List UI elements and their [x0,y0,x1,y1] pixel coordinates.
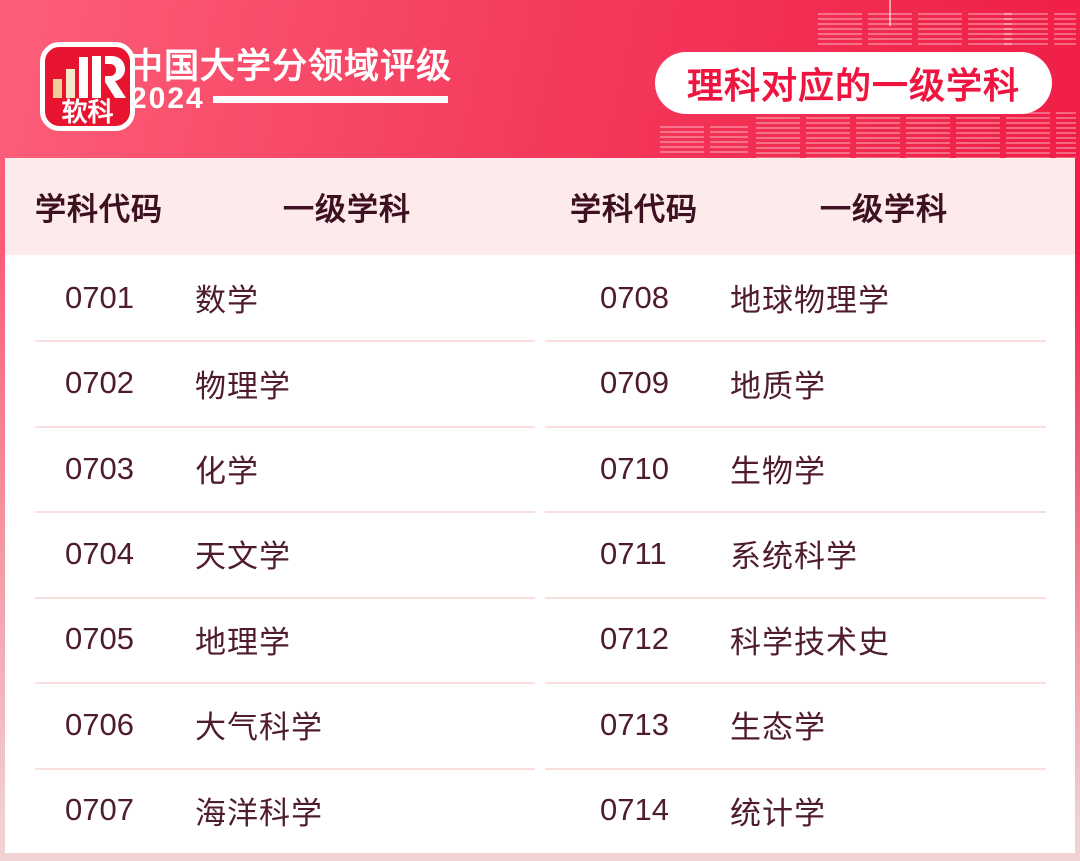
table-row: 0713 生态学 [545,682,1075,767]
column-header-code: 学科代码 [35,192,163,227]
column-header-name: 一级学科 [283,192,411,227]
title-underline [212,95,448,103]
subject-code-cell: 0707 [65,792,134,828]
subject-code-cell: 0701 [65,279,134,315]
table-row: 0703 化学 [5,425,545,511]
column-header-name: 一级学科 [820,192,948,227]
year-row: 2024 [130,82,448,116]
table-column-right: 0708 地球物理学 0709 地质学 0710 生物学 0711 系统科学 0… [545,255,1075,853]
subject-code-cell: 0704 [65,535,134,571]
table-row: 0704 天文学 [5,511,545,596]
subject-name-cell: 地球物理学 [730,283,890,319]
table-header-right: 学科代码 一级学科 [545,158,1075,255]
ruanke-logo-icon: 软科 [40,42,135,131]
subject-name-cell: 数学 [195,283,259,319]
table-column-left: 0701 数学 0702 物理学 0703 化学 0704 天文学 0705 [5,255,545,853]
subject-name-cell: 地质学 [730,368,826,404]
column-header-code: 学科代码 [570,192,698,227]
logo-brand-text: 软科 [61,97,113,127]
subject-code-cell: 0708 [600,279,669,315]
subject-name-cell: 化学 [195,454,259,490]
watermark-line [889,0,891,26]
table-row: 0709 地质学 [545,340,1075,425]
logo-bar-1 [53,79,62,98]
subject-code-cell: 0713 [600,706,669,742]
subject-code-cell: 0711 [600,535,667,571]
category-badge: 理科对应的一级学科 [655,52,1052,114]
table-header-row: 学科代码 一级学科 学科代码 一级学科 [5,158,1075,255]
logo-bar-3 [79,57,88,98]
subject-code-cell: 0706 [65,706,134,742]
subject-name-cell: 海洋科学 [195,795,323,831]
table-body: 0701 数学 0702 物理学 0703 化学 0704 天文学 0705 [5,255,1075,853]
subject-code-cell: 0710 [600,450,669,486]
logo-bar-2 [66,69,75,98]
subject-code-cell: 0712 [600,621,669,657]
page-title: 中国大学分领域评级 [128,47,453,86]
table-row: 0702 物理学 [5,340,545,425]
subject-code-cell: 0703 [65,450,134,486]
subject-name-cell: 统计学 [730,795,826,831]
table-row: 0708 地球物理学 [545,255,1075,340]
watermark-texture [756,112,1076,158]
subject-code-cell: 0714 [600,792,669,828]
subject-name-cell: 物理学 [195,368,291,404]
watermark-texture [1004,13,1076,47]
logo-letter-r [92,56,126,98]
table-row: 0706 大气科学 [5,682,545,767]
subject-code-cell: 0709 [600,365,669,401]
year-label: 2024 [130,82,205,115]
watermark-texture [660,126,748,156]
table-row: 0701 数学 [5,255,545,340]
ruanke-logo: 软科 [40,42,135,131]
subject-name-cell: 系统科学 [730,539,858,575]
subject-name-cell: 生态学 [730,710,826,746]
disciplines-table: 学科代码 一级学科 学科代码 一级学科 0701 数学 0702 物理学 070… [5,158,1075,853]
subject-name-cell: 生物学 [730,454,826,490]
table-row: 0705 地理学 [5,596,545,682]
table-row: 0707 海洋科学 [5,767,545,853]
watermark-texture [818,13,1018,47]
category-badge-label: 理科对应的一级学科 [686,65,1020,106]
subject-name-cell: 天文学 [195,539,291,575]
table-row: 0712 科学技术史 [545,596,1075,682]
subject-name-cell: 大气科学 [195,710,323,746]
subject-name-cell: 科学技术史 [730,624,890,660]
subject-name-cell: 地理学 [195,624,291,660]
subject-code-cell: 0705 [65,621,134,657]
table-header-left: 学科代码 一级学科 [5,158,545,255]
subject-code-cell: 0702 [65,365,134,401]
table-row: 0710 生物学 [545,425,1075,511]
table-row: 0711 系统科学 [545,511,1075,596]
table-row: 0714 统计学 [545,767,1075,853]
